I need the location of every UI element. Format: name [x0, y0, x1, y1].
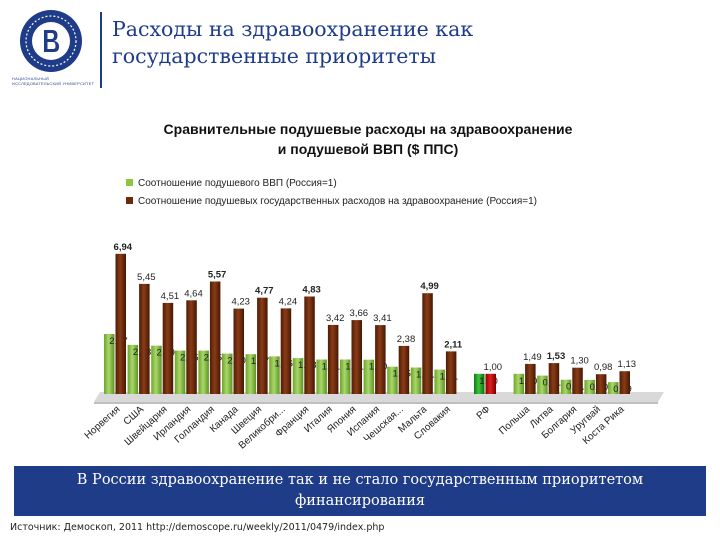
bar-gdp-7 [269, 356, 280, 394]
label-health-10: 3,66 [350, 308, 369, 319]
label-health-13: 4,99 [420, 281, 439, 292]
bar-health-1 [139, 283, 150, 394]
legend-label-gdp: Соотношение подушевого ВВП (Россия=1) [138, 178, 337, 189]
bar-gdp-15 [474, 373, 485, 394]
bar-gdp-11 [363, 359, 375, 394]
legend-swatch-gdp [126, 179, 133, 186]
label-health-12: 2,38 [397, 334, 416, 345]
chart-area: Сравнительные подушевые расходы на здрав… [0, 98, 720, 466]
legend-label-health: Соотношение подушевых государственных ра… [138, 196, 537, 207]
bar-gdp-2 [151, 345, 162, 394]
bar-gdp-18 [560, 379, 572, 394]
label-health-20: 1,13 [618, 359, 637, 370]
label-health-6: 4,77 [255, 286, 274, 297]
label-health-16: 1,49 [523, 352, 542, 363]
slide-header: НАЦИОНАЛЬНЫЙ ИССЛЕДОВАТЕЛЬСКИЙ УНИВЕРСИТ… [0, 0, 720, 98]
label-health-3: 4,64 [184, 288, 203, 299]
bar-gdp-9 [316, 359, 327, 394]
bar-health-5 [233, 308, 244, 394]
label-health-5: 4,23 [231, 297, 250, 308]
label-health-7: 4,24 [279, 296, 298, 307]
bar-health-8 [304, 296, 315, 394]
bar-health-13 [422, 293, 433, 394]
header-divider [100, 12, 102, 88]
chart-title-line-2: и подушевой ВВП ($ ППС) [278, 141, 459, 157]
chart-title-line-1: Сравнительные подушевые расходы на здрав… [164, 121, 573, 137]
bar-gdp-0 [104, 334, 115, 394]
bar-health-0 [115, 253, 126, 394]
page-title-line-1: Расходы на здравоохранение как [112, 17, 474, 41]
x-tick-label-0: Норвегия [83, 404, 123, 441]
bar-health-15 [485, 373, 496, 394]
chart-legend: Соотношение подушевого ВВП (Россия=1) Со… [126, 178, 537, 207]
bar-gdp-12 [387, 366, 398, 394]
label-health-2: 4,51 [161, 291, 180, 302]
logo-caption: НАЦИОНАЛЬНЫЙ ИССЛЕДОВАТЕЛЬСКИЙ УНИВЕРСИТ… [12, 76, 95, 86]
bar-health-18 [572, 367, 583, 394]
bar-health-14 [445, 351, 457, 394]
bar-chart: Сравнительные подушевые расходы на здрав… [83, 121, 664, 451]
bar-gdp-4 [198, 350, 209, 394]
label-health-18: 1,30 [570, 356, 589, 367]
label-health-11: 3,41 [373, 313, 392, 324]
bar-health-17 [548, 363, 560, 394]
bar-health-20 [619, 371, 630, 394]
bar-health-3 [186, 300, 197, 394]
label-health-15: 1,00 [484, 362, 503, 373]
bar-health-6 [257, 297, 268, 394]
hse-seal-icon [20, 10, 82, 72]
bar-gdp-16 [513, 373, 525, 394]
label-health-0: 6,94 [114, 242, 133, 253]
bar-health-12 [398, 345, 410, 394]
label-health-9: 3,42 [326, 313, 345, 324]
bar-health-7 [280, 308, 292, 394]
university-logo: НАЦИОНАЛЬНЫЙ ИССЛЕДОВАТЕЛЬСКИЙ УНИВЕРСИТ… [10, 8, 100, 92]
page-title: Расходы на здравоохранение как государст… [112, 16, 672, 70]
chart-floor [94, 392, 664, 404]
bar-health-11 [375, 325, 386, 394]
x-tick-label-16: Польша [497, 404, 532, 437]
bar-gdp-5 [222, 353, 233, 394]
bar-gdp-8 [292, 358, 304, 394]
label-health-1: 5,45 [137, 272, 156, 283]
bar-gdp-19 [584, 379, 595, 394]
label-health-8: 4,83 [302, 285, 321, 296]
bar-health-10 [351, 320, 362, 394]
label-health-4: 5,57 [208, 270, 227, 281]
conclusion-text: В России здравоохранение так и не стало … [76, 472, 644, 509]
label-health-19: 0,98 [594, 362, 613, 373]
bar-health-4 [209, 281, 221, 394]
legend-swatch-health [126, 197, 133, 204]
label-health-14: 2,11 [444, 339, 463, 350]
conclusion-banner: В России здравоохранение так и не стало … [14, 466, 706, 516]
bar-health-19 [595, 374, 607, 394]
bar-gdp-6 [245, 354, 257, 394]
bar-gdp-20 [608, 382, 619, 394]
bar-health-2 [162, 302, 174, 394]
bar-gdp-3 [174, 350, 186, 394]
bar-gdp-13 [410, 367, 422, 394]
bar-gdp-14 [434, 369, 445, 394]
bar-gdp-17 [537, 375, 548, 394]
x-tick-label-15: РФ [475, 404, 493, 422]
bar-health-9 [327, 324, 339, 394]
bar-gdp-1 [127, 344, 139, 394]
source-note: Источник: Демоскоп, 2011 http://demoscop… [10, 522, 385, 533]
page-title-line-2: государственные приоритеты [112, 44, 437, 68]
bar-gdp-10 [340, 359, 351, 394]
label-health-17: 1,53 [547, 351, 566, 362]
bar-health-16 [525, 363, 536, 394]
